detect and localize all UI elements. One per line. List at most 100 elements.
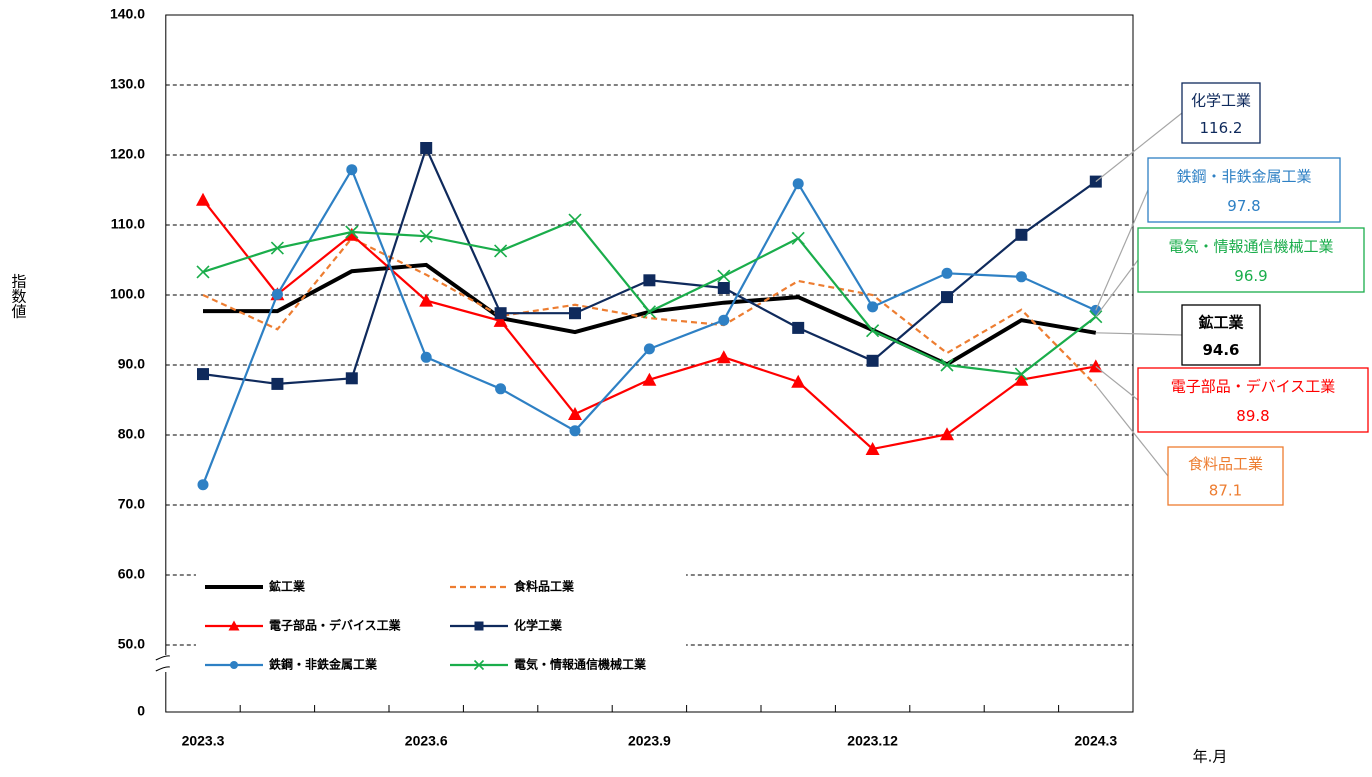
marker bbox=[344, 227, 359, 241]
marker bbox=[718, 314, 730, 326]
callout-box bbox=[1181, 82, 1261, 144]
marker bbox=[1015, 228, 1028, 241]
marker bbox=[474, 621, 484, 631]
y-tick-label: 0 bbox=[137, 703, 145, 719]
marker bbox=[643, 274, 656, 287]
marker bbox=[420, 351, 432, 363]
callout-value: 94.6 bbox=[1202, 341, 1239, 359]
marker bbox=[792, 321, 805, 334]
callout-name: 電子部品・デバイス工業 bbox=[1171, 378, 1336, 396]
marker bbox=[270, 241, 284, 255]
legend-label: 電気・情報通信機械工業 bbox=[514, 657, 647, 672]
marker bbox=[643, 343, 655, 355]
callout: 電子部品・デバイス工業 89.8 bbox=[1095, 365, 1369, 433]
axis-break-mask bbox=[157, 655, 172, 672]
y-tick-label: 140.0 bbox=[110, 6, 145, 22]
callout-box bbox=[1181, 304, 1261, 366]
y-tick-label: 130.0 bbox=[110, 76, 145, 92]
legend-label: 食料品工業 bbox=[513, 579, 575, 594]
marker bbox=[791, 231, 805, 245]
callout: 食料品工業 87.1 bbox=[1095, 384, 1284, 506]
marker bbox=[1014, 367, 1028, 381]
marker bbox=[494, 307, 507, 320]
marker bbox=[493, 313, 508, 327]
x-axis-label: 年.月 bbox=[1193, 748, 1228, 766]
marker bbox=[940, 358, 954, 372]
marker bbox=[1015, 271, 1027, 283]
marker bbox=[345, 225, 359, 239]
marker bbox=[866, 324, 880, 338]
y-tick-label: 60.0 bbox=[118, 566, 145, 582]
marker bbox=[346, 164, 358, 176]
callout-value: 96.9 bbox=[1234, 267, 1267, 285]
leader-line bbox=[1095, 365, 1139, 401]
x-tick-label: 2023.3 bbox=[182, 733, 225, 749]
callout-box bbox=[1137, 367, 1369, 433]
marker bbox=[271, 377, 284, 390]
y-tick-label: 90.0 bbox=[118, 356, 145, 372]
callout: 鉄鋼・非鉄金属工業 97.8 bbox=[1095, 157, 1341, 311]
legend-label: 電子部品・デバイス工業 bbox=[269, 618, 402, 633]
callout-name: 化学工業 bbox=[1191, 92, 1251, 110]
y-tick-label: 80.0 bbox=[118, 426, 145, 442]
leader-line bbox=[1095, 332, 1183, 336]
x-tick-label: 2023.9 bbox=[628, 733, 671, 749]
y-tick-label: 100.0 bbox=[110, 286, 145, 302]
marker bbox=[941, 291, 953, 304]
callout-name: 鉄鋼・非鉄金属工業 bbox=[1176, 168, 1311, 186]
marker bbox=[716, 350, 731, 364]
marker bbox=[569, 307, 581, 320]
callout: 電気・情報通信機械工業 96.9 bbox=[1095, 227, 1365, 318]
x-tick-label: 2023.12 bbox=[847, 733, 898, 749]
marker bbox=[473, 659, 485, 671]
callout: 化学工業 116.2 bbox=[1095, 82, 1261, 183]
callout-box bbox=[1137, 227, 1365, 293]
callout-value: 87.1 bbox=[1209, 482, 1242, 500]
series-line bbox=[202, 199, 1096, 451]
marker bbox=[642, 305, 656, 319]
leader-line bbox=[1095, 259, 1139, 318]
marker bbox=[1014, 372, 1029, 386]
leader-line bbox=[1095, 189, 1149, 311]
marker bbox=[717, 269, 731, 283]
series-line bbox=[201, 167, 1097, 486]
y-tick-label: 50.0 bbox=[118, 636, 145, 652]
leader-line bbox=[1095, 112, 1183, 183]
marker bbox=[196, 192, 210, 206]
marker bbox=[228, 620, 240, 631]
y-tick-label: 110.0 bbox=[111, 216, 145, 232]
marker bbox=[196, 265, 210, 279]
x-tick-label: 2023.6 bbox=[405, 733, 448, 749]
marker bbox=[568, 213, 582, 227]
callout-name: 電気・情報通信機械工業 bbox=[1168, 238, 1333, 256]
callout-name: 鉱工業 bbox=[1198, 314, 1244, 332]
marker bbox=[717, 282, 730, 294]
marker bbox=[419, 293, 434, 307]
legend-label: 鉄鋼・非鉄金属工業 bbox=[269, 657, 378, 672]
marker bbox=[792, 178, 804, 190]
marker bbox=[569, 425, 581, 437]
y-axis-label: 指数値 bbox=[10, 274, 28, 319]
callout-box bbox=[1147, 157, 1341, 223]
marker bbox=[345, 372, 358, 385]
callout-value: 89.8 bbox=[1236, 407, 1269, 425]
y-tick-label: 120.0 bbox=[110, 146, 145, 162]
marker bbox=[494, 244, 508, 258]
marker bbox=[230, 661, 238, 669]
marker bbox=[420, 142, 433, 154]
callout-name: 食料品工業 bbox=[1188, 455, 1263, 473]
marker bbox=[867, 301, 879, 313]
x-tick-label: 2024.3 bbox=[1074, 733, 1117, 749]
marker bbox=[197, 368, 209, 381]
legend-label: 化学工業 bbox=[514, 618, 563, 633]
marker bbox=[940, 427, 954, 441]
marker bbox=[568, 407, 582, 420]
leader-line bbox=[1095, 384, 1169, 477]
marker bbox=[642, 372, 657, 386]
legend-bg bbox=[196, 570, 686, 682]
marker bbox=[791, 374, 806, 388]
axis-break bbox=[155, 655, 170, 672]
